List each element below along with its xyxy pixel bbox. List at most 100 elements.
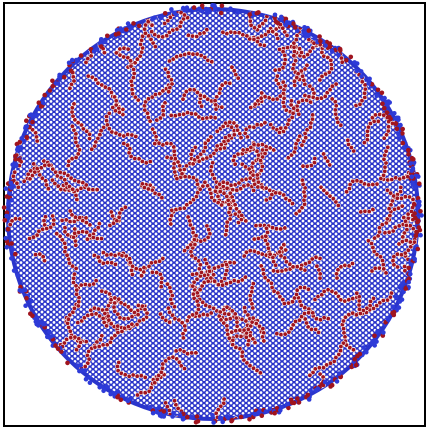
red-particle [311, 160, 317, 166]
red-particle [319, 391, 325, 397]
red-particle [62, 245, 68, 251]
red-particle [302, 305, 308, 311]
red-particle [291, 62, 297, 68]
red-particle [100, 342, 106, 348]
red-particle [314, 96, 320, 102]
red-particle [72, 226, 78, 232]
red-particle [322, 71, 328, 77]
red-particle [98, 337, 104, 343]
red-particle [294, 75, 300, 81]
red-particle [336, 351, 342, 357]
red-particle [369, 268, 375, 274]
blue-particle [212, 7, 218, 13]
red-particle [174, 176, 180, 182]
red-particle [160, 34, 166, 40]
red-particle [30, 313, 35, 319]
red-particle [71, 279, 77, 285]
red-particle [160, 88, 166, 94]
red-particle [189, 350, 195, 356]
red-particle [231, 120, 237, 126]
red-particle [50, 213, 56, 219]
red-particle [204, 27, 210, 33]
red-particle [134, 373, 140, 379]
red-particle [119, 206, 125, 212]
red-particle [150, 40, 156, 46]
red-particle [79, 41, 85, 47]
blue-particle [69, 57, 75, 63]
red-particle [172, 113, 178, 119]
red-particle [74, 347, 80, 353]
red-particle [221, 307, 227, 313]
blue-particle [169, 7, 174, 12]
red-particle [242, 130, 248, 136]
red-particle [7, 149, 8, 155]
red-particle [72, 230, 78, 236]
red-particle [11, 105, 17, 111]
red-particle [61, 170, 67, 176]
blue-particle [120, 393, 125, 399]
red-particle [62, 229, 68, 235]
blue-particle [15, 273, 20, 278]
red-particle [418, 209, 423, 214]
red-particle [268, 280, 274, 286]
red-particle [10, 145, 16, 151]
red-particle [278, 226, 284, 232]
red-particle [276, 46, 282, 52]
red-particle [394, 264, 400, 270]
blue-particle [74, 59, 80, 64]
red-particle [254, 39, 260, 45]
red-particle [201, 30, 207, 36]
blue-particle [303, 33, 309, 38]
red-particle [307, 124, 313, 130]
red-particle [253, 223, 259, 229]
red-particle [305, 286, 311, 292]
red-particle [358, 179, 364, 185]
red-particle [342, 262, 348, 268]
red-particle [209, 195, 215, 201]
red-particle [49, 177, 55, 183]
red-particle [89, 74, 95, 80]
blue-particle [128, 26, 134, 31]
red-particle [30, 127, 36, 133]
red-particle [106, 86, 112, 92]
red-particle [195, 419, 201, 424]
red-particle [166, 89, 172, 95]
red-particle [332, 99, 338, 105]
red-particle [376, 229, 382, 235]
red-particle [7, 222, 13, 228]
red-particle [251, 142, 257, 148]
red-particle [208, 114, 214, 120]
red-particle [367, 303, 373, 309]
red-particle [132, 60, 138, 66]
red-particle [247, 36, 253, 42]
red-particle [156, 140, 162, 146]
red-particle [259, 184, 265, 190]
blue-particle [306, 397, 312, 402]
red-particle [251, 124, 257, 130]
red-particle [302, 81, 308, 87]
red-particle [177, 23, 183, 29]
red-particle [374, 181, 380, 187]
red-particle [40, 254, 46, 260]
red-particle [312, 296, 318, 302]
red-particle [332, 107, 338, 113]
red-particle [250, 172, 256, 178]
red-particle [66, 158, 72, 164]
blue-particle [66, 60, 72, 66]
red-particle [270, 254, 276, 260]
red-particle [281, 192, 287, 198]
red-particle [100, 250, 106, 256]
red-particle [262, 120, 268, 126]
red-particle [17, 216, 23, 222]
red-particle [51, 217, 57, 223]
red-particle [236, 180, 242, 186]
red-particle [289, 114, 295, 120]
red-particle [87, 131, 93, 137]
red-particle [79, 318, 85, 324]
red-particle [403, 222, 409, 228]
red-particle [166, 74, 172, 80]
red-particle [212, 115, 218, 121]
red-particle [357, 351, 363, 357]
red-particle [208, 310, 214, 316]
red-particle [139, 37, 145, 43]
